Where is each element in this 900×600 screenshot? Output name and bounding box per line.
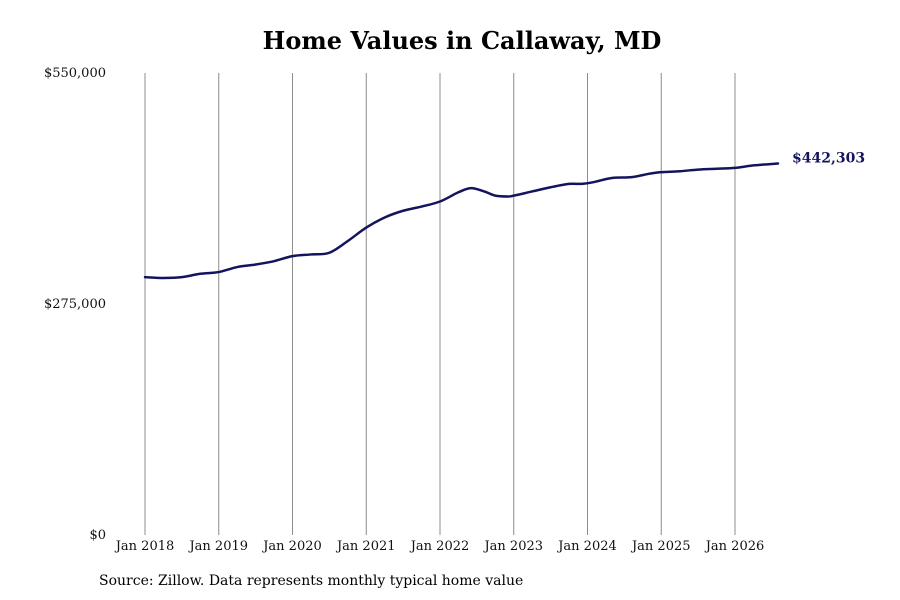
x-tick-label: Jan 2020 xyxy=(261,539,322,554)
y-tick-label: $275,000 xyxy=(44,297,106,312)
x-tick-label: Jan 2025 xyxy=(630,539,691,554)
x-tick-label: Jan 2026 xyxy=(704,539,765,554)
y-axis-ticks: $0 $275,000 $550,000 xyxy=(44,66,106,543)
x-tick-label: Jan 2023 xyxy=(482,539,543,554)
end-value-label: $442,303 xyxy=(792,150,865,166)
y-tick-label: $0 xyxy=(89,528,106,543)
x-tick-label: Jan 2021 xyxy=(335,539,396,554)
series-line xyxy=(143,162,780,280)
x-tick-label: Jan 2022 xyxy=(409,539,470,554)
gridlines xyxy=(144,73,736,535)
x-tick-label: Jan 2024 xyxy=(556,539,617,554)
end-label-layer: $442,303 xyxy=(792,150,865,166)
x-tick-label: Jan 2018 xyxy=(114,539,175,554)
series-layer xyxy=(143,162,780,280)
chart-title: Home Values in Callaway, MD xyxy=(262,26,662,55)
x-tick-label: Jan 2019 xyxy=(187,539,248,554)
source-note: Source: Zillow. Data represents monthly … xyxy=(99,573,524,589)
y-tick-label: $550,000 xyxy=(44,66,106,81)
x-axis-ticks: Jan 2018 Jan 2019 Jan 2020 Jan 2021 Jan 2022… xyxy=(114,539,765,554)
